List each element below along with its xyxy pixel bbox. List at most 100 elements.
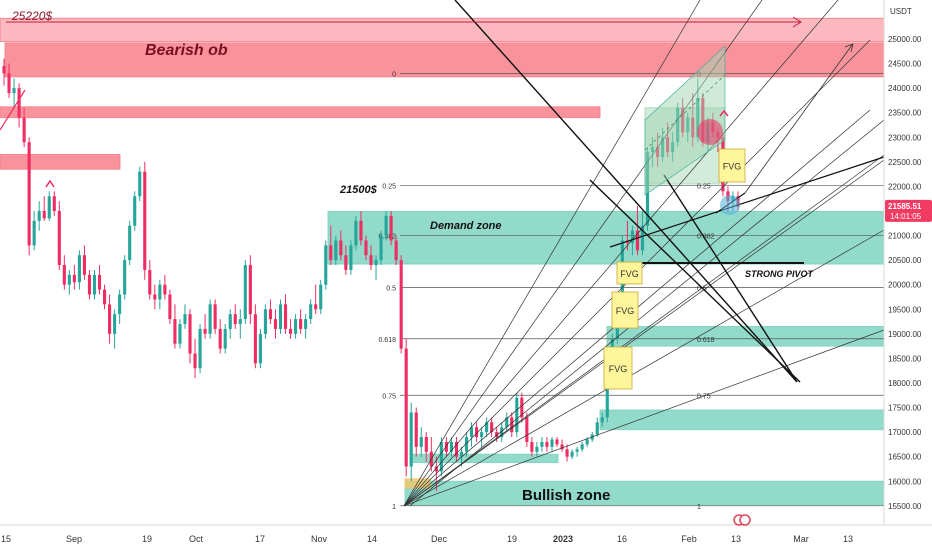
candle-body-82: [414, 412, 418, 447]
candle-115: [580, 441, 584, 452]
candle-body-22: [113, 314, 117, 334]
fan-line-7: [403, 329, 885, 507]
candle-body-29: [148, 269, 152, 295]
candle-body-3: [17, 88, 21, 118]
candle-43: [218, 319, 222, 354]
candle-80: [404, 338, 408, 477]
candle-body-42: [213, 304, 217, 329]
price-tick-3: 17000.00: [888, 428, 922, 437]
candle-body-8: [42, 210, 46, 219]
candle-body-60: [304, 319, 308, 329]
candle-81: [409, 402, 413, 482]
price-tick-9: 20000.00: [888, 281, 922, 290]
candle-90: [454, 437, 459, 462]
zone-bearish-ob: [4, 42, 885, 78]
candle-body-4: [22, 117, 26, 143]
trendline-black-4: [609, 156, 885, 248]
candle-body-34: [173, 319, 177, 344]
candle-body-84: [424, 437, 428, 452]
price-tick-14: 22500.00: [888, 158, 922, 167]
price-tick-7: 19000.00: [888, 330, 922, 339]
candle-body-51: [258, 333, 262, 364]
fvg-label-2: FVG: [616, 306, 635, 316]
candle-body-5: [27, 142, 31, 246]
candle-45: [228, 309, 232, 339]
candle-37: [188, 309, 192, 364]
candle-19: [97, 265, 102, 295]
candle-body-15: [77, 255, 81, 283]
bullish-circle: [720, 195, 740, 215]
candle-body-2: [12, 88, 16, 94]
candle-21: [108, 294, 112, 344]
time-tick-13: Mar: [793, 534, 809, 544]
price-tick-1: 16000.00: [888, 477, 922, 486]
candle-body-110: [555, 439, 559, 445]
candle-57: [289, 319, 293, 339]
candle-18: [92, 269, 97, 300]
price-tick-4: 17500.00: [888, 404, 922, 413]
candle-11: [57, 201, 61, 270]
labels-layer: FVG FVG FVG FVG 25220$ Bearish ob 21500$ Demand…: [11, 9, 815, 504]
label-bullish-zone: Bullish zone: [522, 487, 610, 504]
time-tick-1: Sep: [66, 534, 82, 544]
candle-body-107: [540, 441, 544, 447]
candle-body-67: [339, 240, 343, 256]
candle-64: [324, 240, 328, 290]
candle-body-97: [490, 422, 494, 433]
candle-97: [490, 417, 494, 438]
candle-body-52: [263, 309, 267, 334]
candle-30: [153, 284, 157, 310]
candle-109: [550, 437, 554, 452]
candle-body-65: [329, 245, 333, 261]
candle-body-88: [444, 441, 448, 452]
candle-100: [505, 412, 509, 433]
price-tick-13: 22000.00: [888, 182, 922, 191]
candle-body-102: [515, 397, 519, 433]
time-tick-5: Nov: [311, 534, 328, 544]
candle-111: [560, 439, 564, 452]
candle-108: [545, 437, 549, 452]
candle-13: [67, 269, 71, 295]
candle-78: [394, 235, 398, 266]
candle-16: [82, 245, 86, 280]
candle-body-113: [570, 451, 574, 457]
price-tick-10: 20500.00: [888, 256, 922, 265]
candle-107: [540, 437, 544, 452]
candle-94: [475, 422, 479, 442]
time-tick-4: 17: [255, 534, 265, 544]
price-tick-0: 15500.00: [888, 502, 922, 511]
candle-36: [183, 304, 187, 329]
drawings-layer: [0, 0, 885, 507]
time-tick-8: 19: [507, 534, 517, 544]
candle-body-44: [223, 328, 227, 349]
small-red-arrow-right: [719, 109, 729, 117]
candle-body-56: [283, 304, 288, 329]
fib-label-left-6: 1: [392, 504, 396, 511]
candle-body-80: [404, 348, 408, 467]
zone-ob-left: [0, 153, 121, 170]
event-icon-2: [739, 514, 751, 526]
candle-body-64: [324, 245, 328, 285]
candle-body-118: [595, 422, 599, 435]
candle-body-126: [635, 230, 640, 251]
candle-63: [319, 279, 323, 315]
candle-53: [268, 299, 273, 325]
candle-body-86: [434, 466, 438, 472]
candle-55: [278, 299, 283, 334]
candle-body-81: [409, 412, 413, 467]
time-tick-0: 15: [1, 534, 11, 544]
candle-7: [37, 201, 41, 231]
candle-body-59: [299, 319, 303, 329]
candle-83: [419, 427, 423, 457]
candle-87: [439, 437, 443, 477]
candle-98: [495, 427, 499, 442]
candle-110: [555, 437, 559, 447]
candle-103: [520, 392, 524, 423]
candle-3: [17, 83, 21, 128]
candle-body-108: [545, 441, 549, 447]
candle-body-77: [389, 215, 393, 241]
candle-77: [389, 210, 393, 246]
candle-20: [102, 284, 107, 310]
candle-body-12: [62, 265, 66, 285]
